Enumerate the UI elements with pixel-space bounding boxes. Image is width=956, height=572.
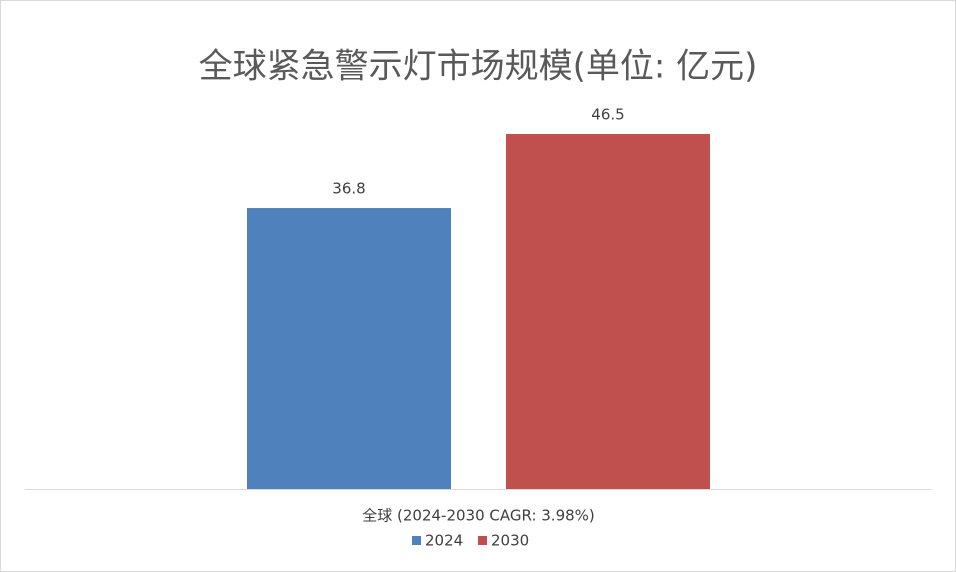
data-label: 46.5 xyxy=(591,106,624,124)
legend-label: 2030 xyxy=(491,532,529,550)
x-tick-label: 全球 (2024-2030 CAGR: 3.98%) xyxy=(362,507,595,525)
data-label: 36.8 xyxy=(332,180,365,198)
bar xyxy=(247,208,451,489)
legend-label: 2024 xyxy=(425,532,463,550)
chart-title: 全球紧急警示灯市场规模(单位: 亿元) xyxy=(199,47,758,87)
legend-swatch xyxy=(478,536,487,545)
bar xyxy=(506,134,710,489)
legend-swatch xyxy=(412,536,421,545)
